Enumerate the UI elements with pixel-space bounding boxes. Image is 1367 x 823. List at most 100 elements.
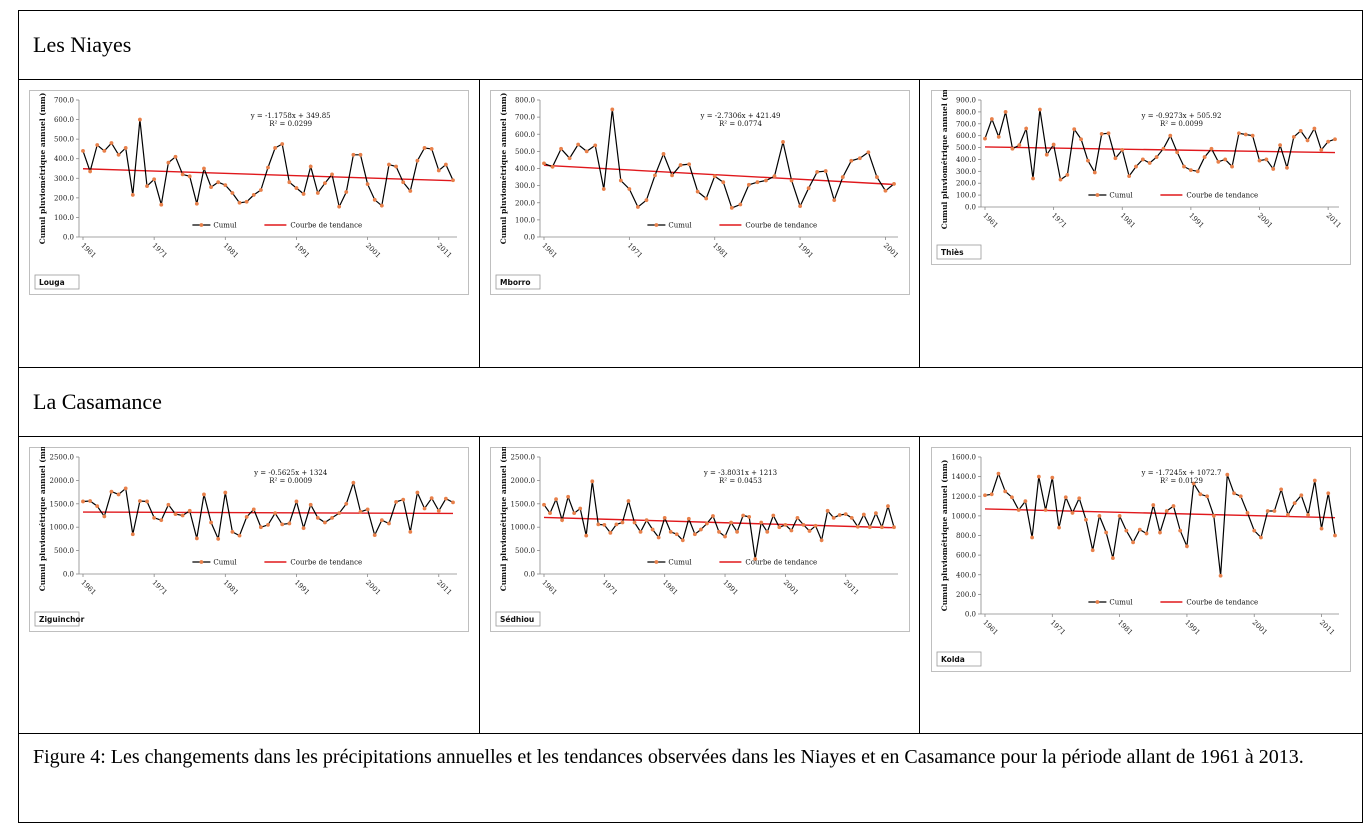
data-point — [1232, 491, 1236, 496]
data-point — [287, 180, 292, 185]
data-point — [429, 496, 434, 501]
data-point — [996, 471, 1001, 476]
data-point — [273, 511, 278, 516]
data-point — [1164, 509, 1169, 513]
data-point — [429, 147, 434, 151]
data-point — [216, 180, 221, 185]
data-point — [737, 202, 742, 207]
data-point — [280, 142, 285, 146]
chart-border — [931, 90, 1351, 265]
data-point — [996, 134, 1001, 139]
data-point — [703, 196, 708, 201]
y-axis-label: Cumul pluviométrique annuel (mm) — [499, 93, 508, 245]
data-point — [394, 500, 398, 504]
data-point — [202, 166, 206, 171]
data-point — [123, 146, 128, 150]
data-point — [734, 529, 739, 534]
data-point — [138, 117, 142, 122]
data-point — [408, 189, 413, 193]
data-point — [843, 512, 848, 516]
data-point — [1072, 127, 1077, 132]
y-axis-label: Cumul pluviométrique annuel (mm) — [38, 93, 47, 245]
y-tick-label: 500.0 — [514, 547, 534, 555]
data-point — [1191, 481, 1196, 486]
data-point — [294, 499, 299, 504]
trend-line — [984, 146, 1336, 154]
chart-cell-ziguinchor: 0.0 500.0 1000.0 1500.0 2000.0 2500.0 Cumul pl… — [18, 436, 480, 734]
y-tick-label: 0.0 — [965, 611, 976, 619]
data-point — [365, 182, 370, 187]
data-point — [1211, 513, 1216, 518]
data-point — [1230, 164, 1234, 169]
data-point — [1278, 143, 1282, 148]
data-point — [865, 150, 870, 155]
data-point — [365, 507, 370, 512]
y-tick-label: 500.0 — [54, 136, 74, 144]
data-point — [831, 515, 836, 520]
data-point — [626, 499, 630, 503]
data-point — [1171, 504, 1176, 508]
data-point — [280, 522, 285, 527]
data-point — [1090, 548, 1095, 553]
legend-label-trend: Courbe de tendance — [745, 222, 817, 230]
data-point — [807, 529, 811, 533]
data-point — [330, 172, 334, 177]
data-point — [88, 169, 93, 174]
data-point — [644, 198, 648, 203]
data-point — [1016, 508, 1021, 512]
data-point — [559, 518, 564, 523]
data-point — [1104, 530, 1109, 535]
data-point — [1086, 158, 1090, 163]
data-point — [983, 493, 987, 498]
data-point — [837, 513, 842, 517]
data-point — [565, 494, 570, 499]
data-point — [1038, 107, 1042, 112]
trend-line — [82, 168, 454, 182]
figure-caption: Figure 4: Les changements dans les préci… — [17, 733, 1364, 823]
y-tick-label: 100.0 — [54, 214, 74, 222]
data-point — [1285, 165, 1289, 170]
data-point — [251, 507, 256, 512]
trend-equation: y = -3.8031x + 1213 — [702, 469, 776, 477]
data-point — [1195, 169, 1200, 174]
data-point — [609, 107, 614, 112]
data-point — [1264, 157, 1269, 162]
data-point — [422, 506, 427, 511]
data-point — [874, 175, 879, 179]
data-point — [1120, 148, 1125, 152]
chart-border — [489, 447, 910, 632]
data-point — [855, 524, 860, 529]
data-point — [1319, 526, 1324, 531]
data-point — [88, 499, 93, 503]
data-point — [1106, 131, 1111, 136]
data-point — [166, 502, 171, 507]
data-point — [451, 178, 455, 183]
data-point — [1312, 478, 1317, 483]
data-point — [1209, 146, 1214, 151]
data-point — [344, 190, 349, 194]
trend-equation: y = -1.1758x + 349.85 — [250, 112, 331, 120]
data-point — [891, 182, 896, 186]
station-label: Louga — [39, 278, 65, 287]
data-point — [1024, 126, 1029, 131]
data-point — [814, 170, 819, 174]
y-tick-label: 200.0 — [956, 591, 976, 599]
data-point — [1070, 511, 1075, 515]
data-point — [1131, 540, 1135, 545]
data-point — [831, 198, 836, 203]
data-point — [729, 205, 734, 210]
data-point — [1117, 513, 1122, 518]
data-point — [823, 169, 828, 173]
data-point — [451, 500, 455, 505]
data-point — [550, 164, 554, 169]
data-point — [989, 117, 994, 121]
data-point — [81, 499, 85, 504]
data-point — [223, 183, 228, 188]
data-point — [152, 515, 157, 520]
station-label-box — [34, 611, 80, 627]
y-tick-label: 800.0 — [514, 97, 534, 105]
data-point — [166, 160, 171, 165]
station-label-box — [936, 651, 982, 667]
data-point — [780, 140, 785, 144]
